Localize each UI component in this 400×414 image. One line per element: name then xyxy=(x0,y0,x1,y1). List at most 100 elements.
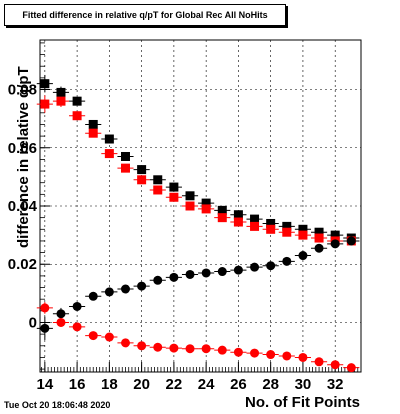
square-marker-series-2 xyxy=(137,175,147,185)
square-marker-series-1 xyxy=(40,79,50,89)
circle-marker-series-4 xyxy=(298,352,308,362)
circle-marker-series-3 xyxy=(72,301,82,311)
square-marker-series-2 xyxy=(72,111,82,121)
circle-marker-series-4 xyxy=(72,322,82,332)
square-marker-series-2 xyxy=(250,221,260,231)
circle-marker-series-3 xyxy=(217,267,227,277)
square-marker-series-2 xyxy=(217,213,227,223)
x-tick-label: 18 xyxy=(101,376,118,393)
circle-marker-series-3 xyxy=(201,268,211,278)
square-marker-series-2 xyxy=(185,201,195,211)
x-tick-label: 20 xyxy=(133,376,150,393)
x-tick-label: 14 xyxy=(36,376,53,393)
circle-marker-series-4 xyxy=(185,344,195,354)
square-marker-series-2 xyxy=(201,204,211,214)
x-tick-label: 32 xyxy=(327,376,344,393)
square-marker-series-2 xyxy=(282,227,292,237)
circle-marker-series-3 xyxy=(169,272,179,282)
circle-marker-series-4 xyxy=(201,344,211,354)
x-tick-label: 22 xyxy=(166,376,183,393)
square-marker-series-1 xyxy=(314,227,324,237)
circle-marker-series-3 xyxy=(40,323,50,333)
circle-marker-series-3 xyxy=(250,262,260,272)
y-tick-label: 0 xyxy=(29,314,37,331)
square-marker-series-1 xyxy=(137,165,147,175)
x-tick-label: 16 xyxy=(69,376,86,393)
y-tick-label: 0.04 xyxy=(8,198,38,215)
circle-marker-series-4 xyxy=(56,317,66,327)
y-axis-label: difference in relative q/pT xyxy=(15,66,32,248)
circle-marker-series-3 xyxy=(104,287,114,297)
circle-marker-series-4 xyxy=(233,347,243,357)
square-marker-series-1 xyxy=(169,182,179,192)
circle-marker-series-4 xyxy=(346,363,356,373)
y-tick-label: 0.02 xyxy=(8,256,37,273)
y-tick-label: 0.08 xyxy=(8,82,37,99)
square-marker-series-1 xyxy=(217,205,227,215)
square-marker-series-1 xyxy=(185,191,195,201)
square-marker-series-1 xyxy=(56,87,66,97)
circle-marker-series-3 xyxy=(314,243,324,253)
grid-layer xyxy=(40,40,361,372)
x-axis-label: No. of Fit Points xyxy=(245,394,360,411)
square-marker-series-2 xyxy=(233,217,243,227)
circle-marker-series-4 xyxy=(250,348,260,358)
circle-marker-series-4 xyxy=(88,331,98,341)
square-marker-series-1 xyxy=(233,210,243,220)
square-marker-series-2 xyxy=(120,163,130,173)
circle-marker-series-3 xyxy=(282,256,292,266)
circle-marker-series-4 xyxy=(266,350,276,360)
circle-marker-series-3 xyxy=(346,236,356,246)
circle-marker-series-3 xyxy=(88,291,98,301)
circle-marker-series-4 xyxy=(169,343,179,353)
circle-marker-series-3 xyxy=(153,275,163,285)
square-marker-series-2 xyxy=(153,185,163,195)
square-marker-series-1 xyxy=(120,151,130,161)
square-marker-series-1 xyxy=(72,96,82,106)
square-marker-series-2 xyxy=(314,233,324,243)
error-bars-layer xyxy=(36,74,360,371)
square-marker-series-1 xyxy=(250,214,260,224)
square-marker-series-2 xyxy=(40,99,50,109)
square-marker-series-1 xyxy=(88,119,98,129)
circle-marker-series-3 xyxy=(298,251,308,261)
circle-marker-series-3 xyxy=(266,261,276,271)
circle-marker-series-4 xyxy=(314,357,324,367)
x-tick-label: 30 xyxy=(295,376,312,393)
timestamp-footer: Tue Oct 20 18:06:48 2020 xyxy=(4,400,111,410)
square-marker-series-2 xyxy=(169,192,179,202)
circle-marker-series-4 xyxy=(330,360,340,370)
circle-marker-series-4 xyxy=(104,332,114,342)
x-tick-label: 26 xyxy=(230,376,247,393)
tick-labels-layer: 14 16 18 20 22 24 26 28 30 32 0 0.02 0.04 0.06 0.08 xyxy=(8,82,344,393)
y-tick-label: 0.06 xyxy=(8,140,37,157)
circle-marker-series-4 xyxy=(120,338,130,348)
square-marker-series-1 xyxy=(298,224,308,234)
square-marker-series-1 xyxy=(201,198,211,208)
square-marker-series-1 xyxy=(153,175,163,185)
circle-marker-series-3 xyxy=(137,281,147,291)
square-marker-series-2 xyxy=(104,149,114,159)
square-marker-series-1 xyxy=(330,230,340,240)
chart-title: Fitted difference in relative q/pT for G… xyxy=(4,4,286,26)
circle-marker-series-4 xyxy=(153,342,163,352)
square-marker-series-1 xyxy=(282,221,292,231)
square-marker-series-1 xyxy=(104,134,114,144)
square-marker-series-1 xyxy=(266,218,276,228)
circle-marker-series-4 xyxy=(40,303,50,313)
square-marker-series-2 xyxy=(266,224,276,234)
markers-layer xyxy=(40,79,356,373)
circle-marker-series-3 xyxy=(185,269,195,279)
circle-marker-series-4 xyxy=(137,341,147,351)
x-tick-label: 28 xyxy=(262,376,279,393)
circle-marker-series-4 xyxy=(282,351,292,361)
circle-marker-series-3 xyxy=(330,239,340,249)
square-marker-series-2 xyxy=(298,230,308,240)
x-tick-label: 24 xyxy=(198,376,215,393)
circle-marker-series-3 xyxy=(56,309,66,319)
square-marker-series-2 xyxy=(56,96,66,106)
square-marker-series-2 xyxy=(88,128,98,138)
circle-marker-series-3 xyxy=(233,265,243,275)
circle-marker-series-4 xyxy=(217,345,227,355)
